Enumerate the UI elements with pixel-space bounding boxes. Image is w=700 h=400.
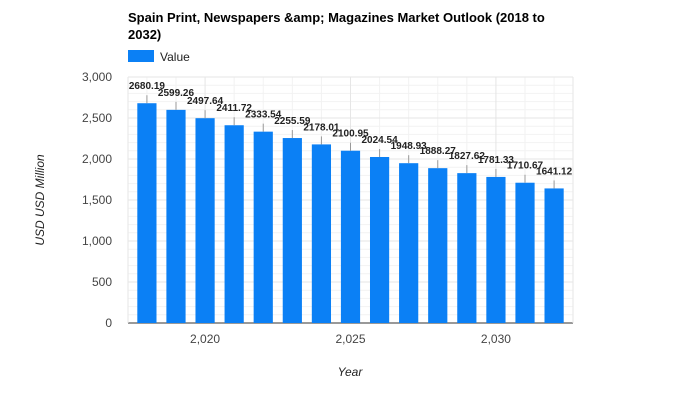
bar bbox=[515, 182, 535, 323]
bar bbox=[399, 163, 419, 323]
bar bbox=[340, 150, 361, 323]
y-tick-label: 0 bbox=[105, 316, 112, 330]
data-label: 2497.64 bbox=[187, 96, 224, 107]
legend: Value bbox=[128, 50, 190, 64]
y-tick-label: 500 bbox=[92, 275, 112, 289]
data-label: 2333.54 bbox=[245, 110, 282, 121]
chart-title-line-2: 2032) bbox=[128, 27, 161, 42]
data-label: 1888.27 bbox=[420, 146, 457, 157]
x-tick-label: 2,025 bbox=[335, 332, 365, 346]
chart-title-line-1: Spain Print, Newspapers &amp; Magazines … bbox=[128, 10, 545, 25]
x-axis-ticks: 2,020 2,025 2,030 bbox=[190, 332, 511, 346]
data-label: 1641.12 bbox=[536, 166, 573, 177]
bar bbox=[428, 168, 448, 323]
x-tick-label: 2,030 bbox=[481, 332, 511, 346]
data-label: 2599.26 bbox=[158, 88, 195, 99]
bar bbox=[457, 173, 477, 323]
y-tick-label: 2,500 bbox=[82, 111, 112, 125]
data-labels: 2680.192599.262497.642411.722333.542255.… bbox=[129, 81, 573, 189]
bar bbox=[224, 125, 244, 324]
data-label: 2680.19 bbox=[129, 81, 166, 92]
y-tick-label: 3,000 bbox=[82, 70, 112, 84]
bar bbox=[544, 188, 564, 323]
legend-label-value: Value bbox=[160, 50, 190, 64]
y-tick-label: 1,500 bbox=[82, 193, 112, 207]
bar bbox=[311, 144, 332, 323]
bar bbox=[137, 103, 157, 323]
data-label: 2178.01 bbox=[303, 122, 340, 133]
bar bbox=[282, 138, 302, 323]
x-tick-label: 2,020 bbox=[190, 332, 220, 346]
chart-title: Spain Print, Newspapers &amp; Magazines … bbox=[128, 10, 545, 42]
bar bbox=[486, 176, 506, 323]
y-axis-title: USD USD Million bbox=[33, 154, 47, 246]
data-label: 2100.95 bbox=[332, 129, 369, 140]
y-tick-label: 1,000 bbox=[82, 234, 112, 248]
bar bbox=[369, 156, 390, 323]
y-tick-label: 2,000 bbox=[82, 152, 112, 166]
x-axis-title: Year bbox=[338, 365, 364, 379]
legend-swatch-value bbox=[128, 50, 154, 62]
bar bbox=[195, 118, 215, 324]
bar bbox=[253, 131, 273, 323]
data-label: 1948.93 bbox=[391, 141, 428, 152]
y-axis-ticks: 0 500 1,000 1,500 2,000 2,500 3,000 bbox=[82, 70, 112, 330]
data-label: 2411.72 bbox=[216, 103, 252, 114]
data-label: 2024.54 bbox=[362, 135, 399, 146]
bar-series-value bbox=[137, 103, 564, 324]
data-label: 1710.67 bbox=[507, 161, 544, 172]
data-label: 1827.62 bbox=[449, 151, 486, 162]
bar bbox=[166, 109, 186, 323]
data-label: 2255.59 bbox=[274, 116, 311, 127]
data-label: 1781.33 bbox=[478, 155, 515, 166]
